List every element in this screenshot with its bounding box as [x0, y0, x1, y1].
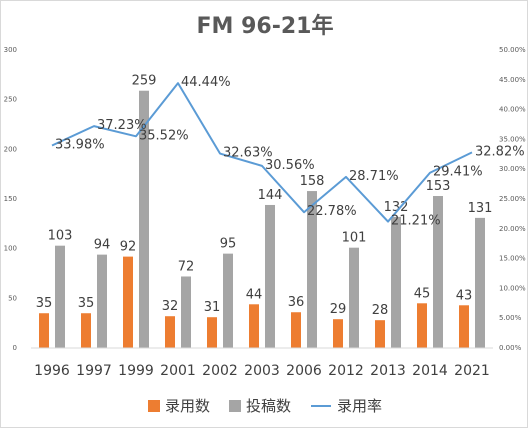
left-axis-tick-label: 50	[8, 294, 17, 302]
bar-submitted	[475, 217, 485, 348]
x-axis-tick-label: 2002	[202, 363, 238, 379]
bar-accepted	[123, 256, 133, 348]
legend-swatch-submitted	[229, 400, 241, 412]
x-axis-tick-label: 2003	[244, 363, 280, 379]
series-line-acceptance-rate	[51, 82, 473, 223]
right-axis-tick-label: 10.00%	[499, 284, 526, 292]
bar-submitted-label: 95	[220, 237, 237, 252]
bar-accepted	[375, 320, 385, 348]
bar-accepted-label: 31	[204, 300, 221, 315]
bar-submitted-label: 101	[342, 231, 367, 246]
x-axis-tick-label: 2013	[370, 363, 406, 379]
line-point-label: 32.82%	[475, 144, 525, 159]
bar-submitted	[97, 254, 107, 348]
bar-submitted-label: 144	[258, 188, 283, 203]
bar-accepted-label: 43	[456, 288, 473, 303]
line-point-label: 32.63%	[223, 146, 273, 161]
bar-submitted	[181, 276, 191, 348]
left-axis-tick-label: 0	[13, 344, 17, 352]
x-axis-tick-label: 1997	[76, 363, 112, 379]
bar-submitted-label: 72	[178, 259, 195, 274]
x-axis-tick-label: 2006	[286, 363, 322, 379]
line-point-label: 30.56%	[265, 158, 315, 173]
line-point-label: 44.44%	[181, 75, 231, 90]
legend: 录用数 投稿数 录用率	[148, 397, 382, 415]
bar-submitted-label: 131	[468, 201, 493, 216]
line-point-label: 21.21%	[391, 214, 441, 229]
right-axis-tick-label: 0.00%	[499, 344, 522, 352]
x-axis: 1996 1997 1999 2001 2002 2003 2006 2012 2013 2014…	[31, 347, 493, 379]
bar-accepted-label: 35	[78, 296, 95, 311]
bar-submitted-label: 94	[94, 238, 111, 253]
bar-accepted-label: 29	[330, 302, 347, 317]
bar-submitted	[265, 204, 275, 348]
left-axis-tick-label: 250	[4, 96, 17, 104]
line-point-label: 28.71%	[349, 169, 399, 184]
bar-accepted	[165, 316, 175, 348]
left-axis-tick-label: 200	[4, 145, 17, 153]
bar-accepted-label: 35	[36, 296, 53, 311]
bar-marks: 35 103 35 94 92 259 32 72 31 95 44 144 36 158 29 101 28 1…	[36, 74, 493, 348]
bar-accepted	[291, 312, 301, 348]
line-point-label: 22.78%	[307, 204, 357, 219]
line-point-label: 33.98%	[55, 137, 105, 152]
bar-accepted	[81, 313, 91, 348]
x-axis-tick-label: 2021	[454, 363, 490, 379]
bar-accepted	[207, 317, 217, 348]
legend-label-accepted: 录用数	[165, 397, 210, 415]
right-axis-tick-label: 30.00%	[499, 165, 526, 173]
right-axis-tick-label: 5.00%	[499, 314, 522, 322]
bar-submitted	[223, 253, 233, 348]
bar-submitted	[349, 247, 359, 348]
chart-title: FM 96-21年	[197, 13, 334, 39]
left-axis: 0 50 100 150 200 250 300	[4, 46, 17, 352]
bar-submitted	[139, 90, 149, 348]
bar-accepted-label: 28	[372, 303, 389, 318]
right-axis-tick-label: 25.00%	[499, 195, 526, 203]
left-axis-tick-label: 300	[4, 46, 17, 54]
bar-submitted	[433, 196, 443, 348]
bar-submitted	[307, 191, 317, 348]
x-axis-tick-label: 2012	[328, 363, 364, 379]
bar-accepted-label: 44	[246, 287, 263, 302]
line-marks: 33.98% 37.23%35.52% 44.44% 32.63%30.56% 22.7…	[51, 75, 525, 229]
legend-label-rate: 录用率	[337, 397, 382, 415]
bar-accepted-label: 45	[414, 286, 431, 301]
bar-accepted	[333, 319, 343, 348]
bar-submitted	[391, 216, 401, 348]
x-axis-tick-label: 2014	[412, 363, 448, 379]
bar-submitted-label: 158	[300, 174, 325, 189]
legend-label-submitted: 投稿数	[246, 397, 291, 415]
bar-accepted	[417, 303, 427, 348]
bar-accepted	[459, 305, 469, 348]
bar-accepted-label: 36	[288, 295, 305, 310]
bar-submitted-label: 153	[426, 179, 451, 194]
right-axis-tick-label: 50.00%	[499, 46, 526, 54]
line-point-label: 37.23%	[97, 118, 147, 133]
bar-submitted	[55, 245, 65, 348]
bar-submitted-label: 103	[48, 229, 73, 244]
right-axis-tick-label: 15.00%	[499, 255, 526, 263]
line-point-label: 29.41%	[433, 165, 483, 180]
left-axis-tick-label: 100	[4, 245, 17, 253]
bar-accepted-label: 92	[120, 240, 137, 255]
x-axis-tick-label: 1999	[118, 363, 154, 379]
bar-accepted	[39, 313, 49, 348]
line-point-label: 35.52%	[139, 128, 189, 143]
right-axis-tick-label: 45.00%	[499, 76, 526, 84]
bar-accepted-label: 32	[162, 299, 179, 314]
bar-submitted-label: 259	[132, 74, 157, 89]
right-axis-tick-label: 40.00%	[499, 106, 526, 114]
legend-swatch-accepted	[148, 400, 160, 412]
left-axis-tick-label: 150	[4, 195, 17, 203]
x-axis-tick-label: 1996	[34, 363, 70, 379]
right-axis-tick-label: 35.00%	[499, 135, 526, 143]
bar-accepted	[249, 304, 259, 348]
x-axis-tick-label: 2001	[160, 363, 196, 379]
right-axis: 0.00% 5.00% 10.00% 15.00% 20.00% 25.00% 30.00%…	[499, 46, 526, 352]
right-axis-tick-label: 20.00%	[499, 225, 526, 233]
